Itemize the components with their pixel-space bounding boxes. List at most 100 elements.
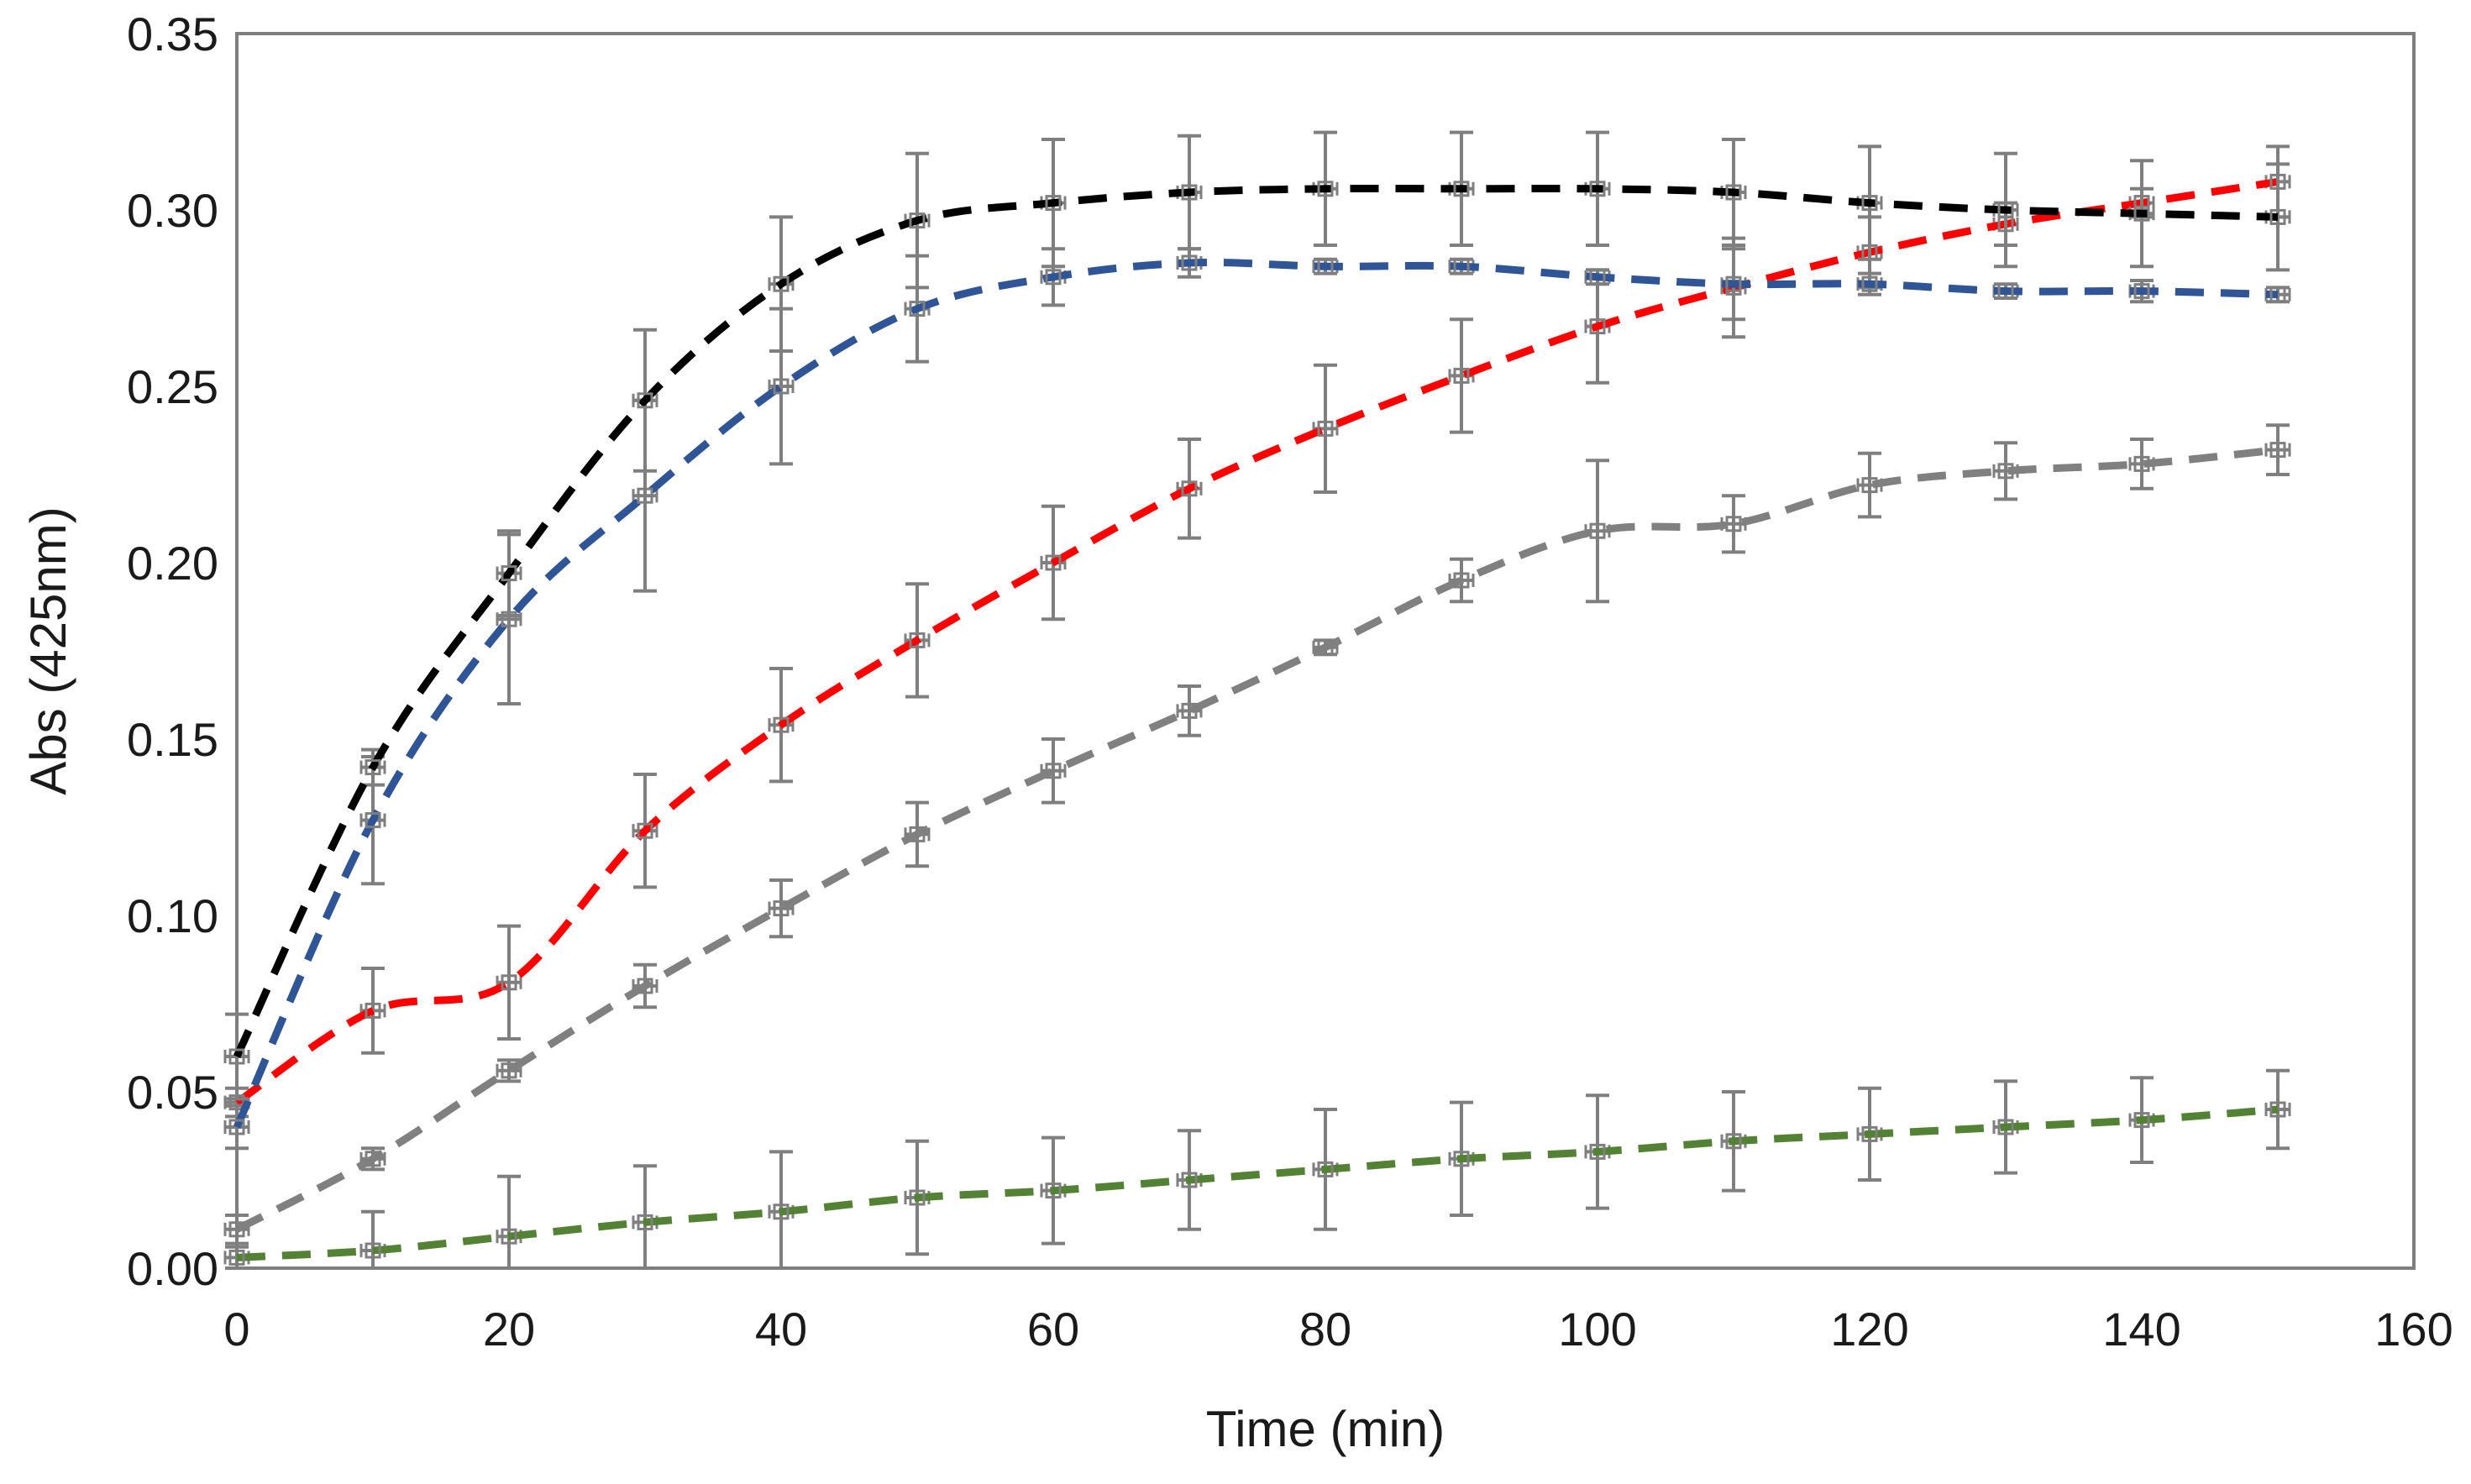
data-point [1589,522,1606,539]
series-layer [223,130,2291,1270]
data-point [637,487,653,504]
data-point [228,1048,245,1065]
y-axis-title: Abs (425nm) [20,506,76,794]
data-point [1317,181,1334,197]
series-blue [223,247,2291,1151]
data-point [1181,184,1198,201]
data-point [909,1189,926,1206]
x-axis-title: Time (min) [1206,1401,1445,1457]
data-point [773,716,790,733]
data-point [1317,639,1334,656]
x-tick-label: 20 [483,1303,535,1356]
data-point [1589,269,1606,286]
data-point [365,1002,381,1019]
data-point [637,392,653,409]
data-point [2133,1112,2150,1129]
data-point [1045,554,1062,571]
data-point [2269,208,2286,225]
data-point [1997,283,2014,300]
data-point [1725,184,1742,201]
x-tick-label: 80 [1299,1303,1351,1356]
data-point [1045,1182,1062,1199]
data-point [773,378,790,395]
x-tick-label: 100 [1558,1303,1636,1356]
data-point [1725,1133,1742,1150]
series-line-red [234,177,2279,1106]
data-point [501,1228,517,1245]
data-point [1725,516,1742,532]
data-point [637,1214,653,1230]
data-point [1861,477,1878,494]
data-point [773,900,790,917]
data-point [365,812,381,829]
data-point [773,1203,790,1220]
x-tick-label: 160 [2374,1303,2453,1356]
y-tick-label: 0.05 [127,1066,218,1119]
data-point [2269,442,2286,459]
series-black [223,130,2291,1101]
data-point [501,565,517,582]
data-point [1861,275,1878,292]
data-point [2269,286,2286,303]
data-point [228,1119,245,1135]
plot-area-frame [235,32,2416,1270]
data-point [365,1242,381,1259]
data-point [365,759,381,776]
data-point [1725,275,1742,292]
x-tick-label: 0 [223,1303,249,1356]
y-tick-label: 0.35 [127,8,218,60]
data-point [637,822,653,839]
data-point [1589,318,1606,335]
data-point [2133,205,2150,222]
x-axis-ticks: 0 20 40 60 80 100 120 140 160 [223,1303,2453,1356]
data-point [2133,283,2150,300]
series-green [223,1068,2291,1270]
data-point [1181,1172,1198,1188]
x-tick-label: 140 [2102,1303,2180,1356]
data-point [909,826,926,842]
data-point [365,1151,381,1167]
data-point [1453,367,1470,384]
data-point [1997,202,2014,218]
data-point [773,275,790,292]
data-point [1317,1161,1334,1177]
data-point [1453,181,1470,197]
y-tick-label: 0.30 [127,184,218,237]
x-tick-label: 60 [1027,1303,1079,1356]
data-point [1589,1143,1606,1160]
x-tick-label: 120 [1830,1303,1908,1356]
data-point [1045,763,1062,779]
data-point [1453,572,1470,589]
y-axis-ticks: 0.00 0.05 0.10 0.15 0.20 0.25 0.30 0.35 [127,8,218,1295]
y-tick-label: 0.25 [127,360,218,413]
data-point [2133,455,2150,472]
data-point [501,1062,517,1079]
data-point [501,974,517,991]
data-point [1997,463,2014,480]
series-line-green [236,1105,2279,1261]
data-point [1317,258,1334,275]
y-tick-label: 0.15 [127,713,218,766]
data-point [2269,1101,2286,1118]
series-line-black [233,184,2279,1058]
data-point [1045,269,1062,286]
data-point [228,1249,245,1266]
series-line-gray [234,446,2279,1233]
y-tick-label: 0.20 [127,537,218,590]
series-red [223,144,2291,1119]
data-point [228,1221,245,1238]
data-point [1317,420,1334,437]
data-point [1861,1125,1878,1142]
data-point [637,978,653,994]
data-point [1045,195,1062,212]
y-tick-label: 0.10 [127,889,218,942]
data-point [1453,258,1470,275]
x-tick-label: 40 [755,1303,807,1356]
series-gray [223,423,2291,1245]
data-point [1997,1119,2014,1135]
data-point [909,212,926,229]
data-point [1589,181,1606,197]
data-point [909,301,926,317]
